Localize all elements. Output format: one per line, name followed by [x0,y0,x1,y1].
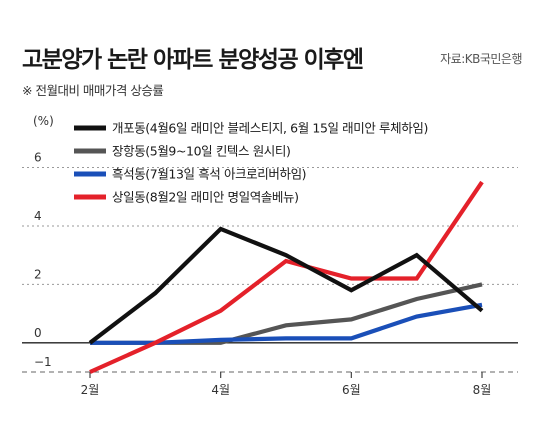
chart-subtitle: ※ 전월대비 매매가격 상승률 [22,83,164,98]
legend: 개포동(4월6일 래미안 블레스티지, 6월 15일 래미안 루체하임) 장항동(… [74,121,428,205]
y-tick-label: 6 [34,151,42,165]
source-note: 자료:KB국민은행 [440,52,522,66]
y-axis-unit: (%) [33,114,54,128]
series-lines [88,180,484,374]
x-tick-label: 2월 [81,383,100,397]
chart-title: 고분양가 논란 아파트 분양성공 이후엔 [22,47,364,73]
series-line [88,226,484,345]
x-tick-label: 8월 [473,383,492,397]
y-axis-ticks: −1 0 2 4 6 [34,151,52,369]
series-line [89,180,484,374]
y-tick-label: 4 [34,209,42,223]
y-tick-label: −1 [34,355,52,369]
legend-label: 상일동(8월2일 래미안 명일역솔베뉴) [112,190,299,205]
x-axis-ticks: 2월 4월 6월 8월 [81,372,492,397]
y-tick-label: 0 [34,326,42,340]
y-tick-label: 2 [34,267,42,281]
legend-label: 흑석동(7월13일 흑석 아크로리버하임) [112,167,306,182]
legend-label: 개포동(4월6일 래미안 블레스티지, 6월 15일 래미안 루체하임) [112,121,428,136]
grid-lines [22,167,518,285]
x-tick-label: 6월 [342,383,361,397]
x-tick-label: 4월 [211,383,230,397]
legend-label: 장항동(5월9~10일 킨텍스 원시티) [112,144,291,159]
